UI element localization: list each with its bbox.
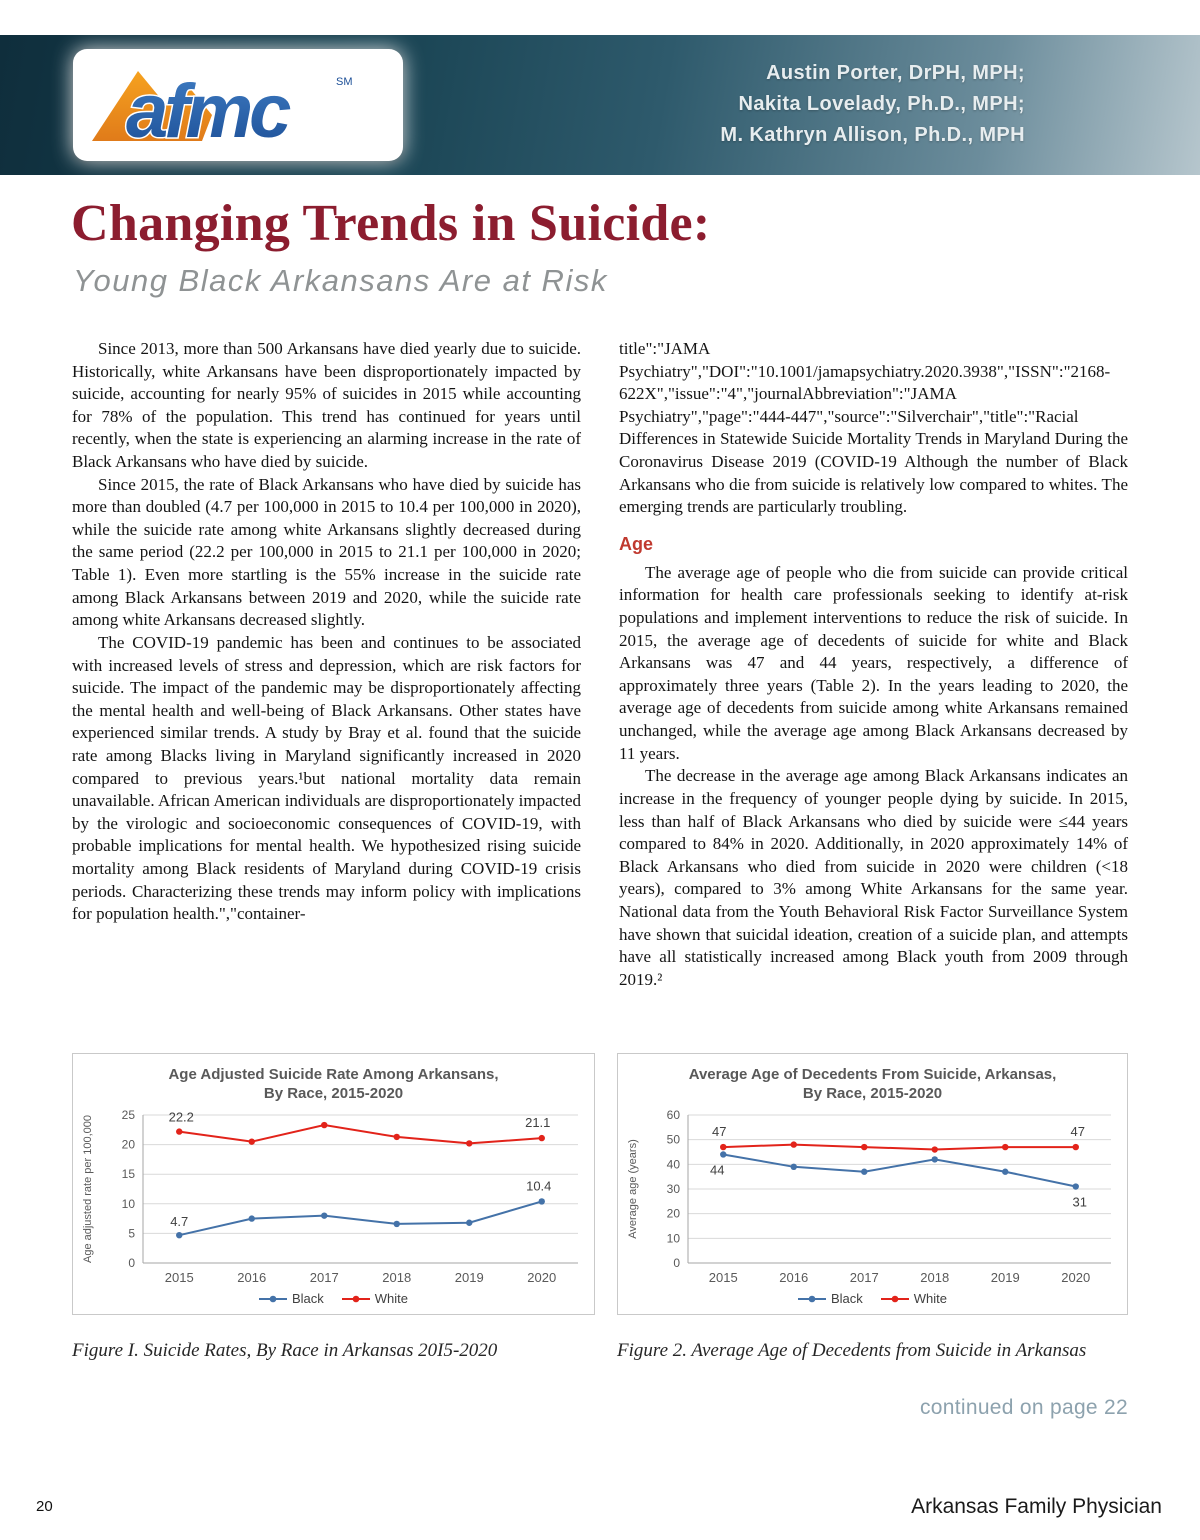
afmc-logo: afmc SM [92,68,353,153]
column-right: title":"JAMA Psychiatry","DOI":"10.1001/… [619,338,1128,991]
figure-captions: Figure I. Suicide Rates, By Race in Arka… [72,1340,1128,1362]
svg-text:0: 0 [673,1256,680,1270]
paragraph: Since 2015, the rate of Black Arkansans … [72,474,581,630]
paragraph: The COVID-19 pandemic has been and conti… [72,632,581,924]
svg-text:2019: 2019 [455,1270,484,1285]
figures-row: Age Adjusted Suicide Rate Among Arkansan… [72,1053,1128,1315]
figure-2-caption: Figure 2. Average Age of Decedents from … [617,1340,1087,1361]
svg-text:10: 10 [122,1197,136,1211]
svg-text:30: 30 [667,1182,681,1196]
svg-text:0: 0 [128,1256,135,1270]
chart-title: By Race, 2015-2020 [263,1085,404,1102]
article-title: Changing Trends in Suicide: [71,195,711,252]
legend-black: Black [258,1291,324,1306]
svg-text:2020: 2020 [527,1270,556,1285]
afmc-logo-box: afmc SM [73,49,403,161]
svg-text:5: 5 [128,1226,135,1240]
svg-text:4.7: 4.7 [170,1214,188,1229]
paragraph: The average age of people who die from s… [619,562,1128,763]
journal-name: Arkansas Family Physician [911,1495,1162,1518]
logo-servicemark: SM [336,76,353,88]
svg-text:20: 20 [122,1138,136,1152]
header-banner: afmc SM Austin Porter, DrPH, MPH; Nakita… [0,35,1200,175]
mountain-icon [92,71,212,141]
svg-text:47: 47 [712,1124,726,1139]
svg-text:2019: 2019 [991,1270,1020,1285]
svg-text:2017: 2017 [850,1270,879,1285]
svg-text:22.2: 22.2 [169,1110,194,1125]
paragraph-citation: title":"JAMA Psychiatry","DOI":"10.1001/… [619,339,1128,517]
paragraph: The decrease in the average age among Bl… [619,766,1128,989]
svg-text:44: 44 [710,1162,724,1177]
svg-text:2018: 2018 [920,1270,949,1285]
svg-text:2015: 2015 [165,1270,194,1285]
paragraph: Since 2013, more than 500 Arkansans have… [72,339,581,472]
svg-text:2017: 2017 [310,1270,339,1285]
svg-text:21.1: 21.1 [525,1115,550,1130]
svg-text:50: 50 [667,1133,681,1147]
legend-black: Black [797,1291,863,1306]
author-line: Nakita Lovelady, Ph.D., MPH; [738,93,1025,115]
author-line: Austin Porter, DrPH, MPH; [766,62,1025,84]
svg-text:2015: 2015 [709,1270,738,1285]
svg-text:31: 31 [1073,1195,1087,1210]
section-heading-age: Age [619,533,654,554]
svg-text:Average age (years): Average age (years) [627,1139,639,1238]
body-columns: Since 2013, more than 500 Arkansans have… [72,338,1128,991]
svg-text:15: 15 [122,1167,136,1181]
svg-text:25: 25 [122,1108,136,1122]
continued-note: continued on page 22 [919,1396,1128,1419]
svg-text:10.4: 10.4 [526,1178,551,1193]
authors-block: Austin Porter, DrPH, MPH; Nakita Lovelad… [720,58,1025,151]
page-number: 20 [36,1498,53,1515]
svg-text:2018: 2018 [382,1270,411,1285]
figure-2-chart: Average Age of Decedents From Suicide, A… [617,1053,1128,1315]
svg-text:Age adjusted rate per 100,000: Age adjusted rate per 100,000 [82,1115,94,1263]
svg-text:47: 47 [1071,1124,1085,1139]
legend-white: White [341,1291,408,1306]
svg-text:20: 20 [667,1207,681,1221]
chart-legend: Black White [73,1291,594,1306]
legend-white: White [880,1291,947,1306]
svg-text:10: 10 [667,1231,681,1245]
line-chart-suicide-rate: 0 5 10 15 20 25 2015 2016 2017 2018 2019 2020 Age ad… [82,1108,578,1285]
chart-title: Age Adjusted Suicide Rate Among Arkansan… [168,1066,499,1083]
figure-1-caption: Figure I. Suicide Rates, By Race in Arka… [72,1340,498,1361]
line-chart-average-age: 0 10 20 30 40 50 60 2015 2016 2017 2018 2019 2020 Ave… [627,1108,1111,1285]
chart-legend: Black White [618,1291,1127,1306]
svg-text:2016: 2016 [237,1270,266,1285]
svg-text:40: 40 [667,1157,681,1171]
chart-title: Average Age of Decedents From Suicide, A… [688,1066,1057,1083]
logo-wordmark: afmc [126,69,291,153]
figure-1-chart: Age Adjusted Suicide Rate Among Arkansan… [72,1053,595,1315]
svg-text:60: 60 [667,1108,681,1122]
chart-title: By Race, 2015-2020 [802,1085,943,1102]
author-line: M. Kathryn Allison, Ph.D., MPH [720,124,1025,146]
column-left: Since 2013, more than 500 Arkansans have… [72,338,581,991]
svg-text:2016: 2016 [779,1270,808,1285]
svg-text:2020: 2020 [1061,1270,1090,1285]
article-subtitle: Young Black Arkansans Are at Risk [73,263,608,298]
